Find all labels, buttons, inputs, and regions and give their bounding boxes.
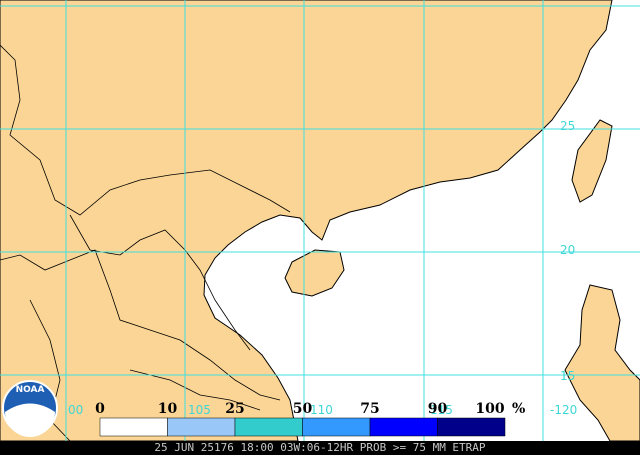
hainan	[284, 249, 345, 297]
border	[129, 369, 261, 411]
border	[0, 44, 291, 216]
legend-swatch	[99, 417, 168, 437]
border	[29, 299, 71, 442]
legend-label: 50	[293, 401, 313, 417]
lon-label: 110	[310, 403, 333, 417]
lon-label: 00	[68, 403, 83, 417]
legend: 0 10 25 50 75 90 100	[95, 401, 506, 437]
lat-label: 25	[560, 119, 575, 133]
legend-label: 25	[225, 401, 244, 417]
lat-label: 15	[560, 369, 575, 383]
legend-label: 75	[360, 401, 379, 417]
legend-swatch	[437, 417, 506, 437]
lat-label: 20	[560, 243, 575, 257]
lon-label: 115	[430, 403, 453, 417]
logo: NOAA	[2, 380, 58, 437]
legend-unit: %	[512, 401, 525, 417]
legend-swatch	[302, 417, 371, 437]
legend-swatch	[234, 417, 303, 437]
lon-label: 105	[188, 403, 211, 417]
legend-swatch	[369, 417, 438, 437]
legend-label: 90	[428, 401, 448, 417]
lon-label: -120	[550, 403, 577, 417]
legend-label: 10	[158, 401, 178, 417]
graticule	[0, 0, 640, 441]
footer-text: 25 JUN 25176 18:00 03W:06-12HR PROB >= 7…	[154, 441, 486, 454]
border	[0, 249, 281, 401]
legend-label: 0	[95, 401, 105, 417]
logo-text: NOAA	[16, 385, 45, 395]
footer-bar	[0, 441, 640, 455]
legend-swatch	[167, 417, 236, 437]
taiwan	[571, 119, 613, 203]
legend-label: 100	[475, 401, 504, 417]
